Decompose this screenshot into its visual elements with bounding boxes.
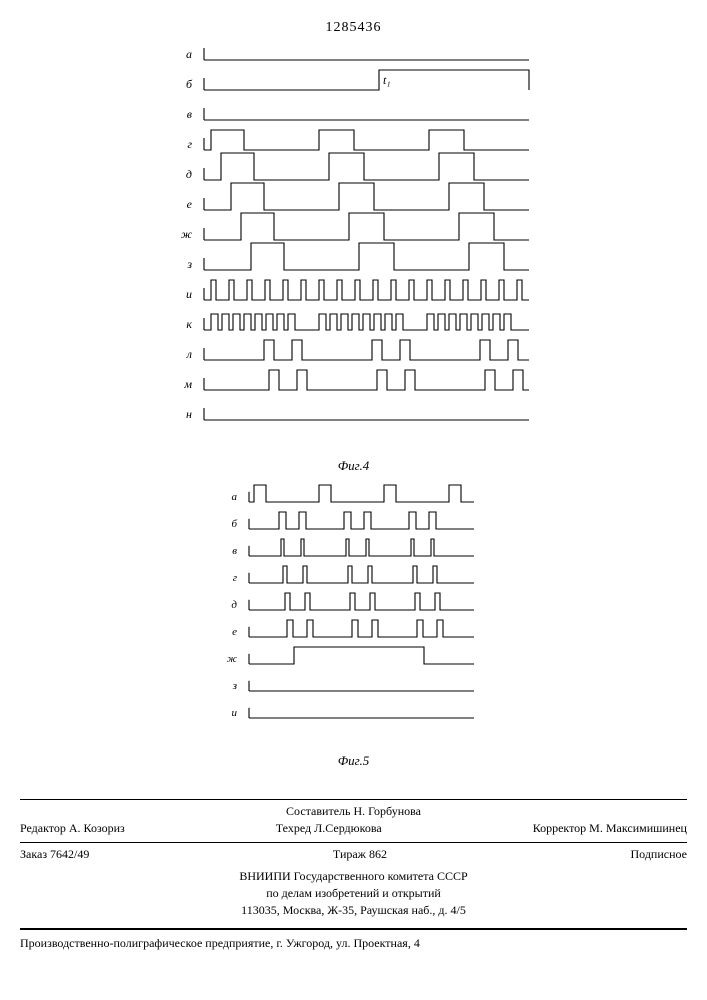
row-label: г <box>187 137 192 151</box>
corrector-credit: Корректор М. Максимишинец <box>533 821 687 836</box>
institute-line1: ВНИИПИ Государственного комитета СССР <box>20 868 687 885</box>
waveform <box>249 593 474 610</box>
row-label: к <box>186 317 192 331</box>
row-label: в <box>186 107 191 121</box>
row-label: е <box>232 626 237 638</box>
footer-credits: Составитель Н. Горбунова Редактор А. Коз… <box>20 799 687 929</box>
waveform <box>204 340 529 360</box>
row-label: н <box>186 407 192 421</box>
subscription: Подписное <box>631 847 688 862</box>
row-label: и <box>231 707 237 719</box>
timing-diagram-5: а б в г д е ж з и <box>224 488 484 751</box>
timing-diagram-4: а б в г д е ж з и к л м н t₁ <box>174 46 534 456</box>
order-number: Заказ 7642/49 <box>20 847 89 862</box>
row-label: б <box>185 77 192 91</box>
institute-address: 113035, Москва, Ж-35, Раушская наб., д. … <box>20 902 687 919</box>
waveform <box>204 314 529 330</box>
printer-line: Производственно-полиграфическое предприя… <box>20 929 687 951</box>
row-label: б <box>231 518 237 530</box>
editor-credit: Редактор А. Козориз <box>20 821 125 836</box>
figure-4-caption: Фиг.4 <box>20 458 687 474</box>
row-label: д <box>231 599 237 611</box>
institute-line2: по делам изобретений и открытий <box>20 885 687 902</box>
row-label: е <box>186 197 192 211</box>
waveform <box>204 153 529 180</box>
waveform <box>204 183 529 210</box>
row-label: г <box>232 572 237 584</box>
row-label: м <box>183 377 192 391</box>
figure-5-caption: Фиг.5 <box>20 753 687 769</box>
row-label: ж <box>180 227 191 241</box>
waveform <box>249 647 474 664</box>
techred-credit: Техред Л.Сердюкова <box>276 821 382 836</box>
waveform <box>249 620 474 637</box>
waveform <box>249 512 474 529</box>
row-label: в <box>232 545 237 557</box>
waveform <box>249 566 474 583</box>
time-marker-label: t₁ <box>383 73 391 87</box>
row-label: з <box>231 680 236 692</box>
waveform <box>249 539 474 556</box>
row-label: а <box>186 47 192 61</box>
row-label: з <box>186 257 192 271</box>
tirazh: Тираж 862 <box>333 847 387 862</box>
row-label: д <box>185 167 191 181</box>
figure-5: а б в г д е ж з и Фиг.5 <box>20 488 687 769</box>
composer-credit: Составитель Н. Горбунова <box>20 804 687 819</box>
waveform <box>249 485 474 502</box>
row-label: и <box>186 287 192 301</box>
row-label: ж <box>226 653 237 665</box>
row-label: л <box>185 347 191 361</box>
figure-4: а б в г д е ж з и к л м н t₁ Фиг.4 <box>20 46 687 474</box>
waveform <box>204 130 529 150</box>
waveform <box>204 243 529 270</box>
waveform <box>204 370 529 390</box>
waveform <box>204 70 529 90</box>
waveform <box>204 280 529 300</box>
waveform <box>204 213 529 240</box>
document-number: 1285436 <box>20 20 687 36</box>
row-label: а <box>231 491 237 503</box>
